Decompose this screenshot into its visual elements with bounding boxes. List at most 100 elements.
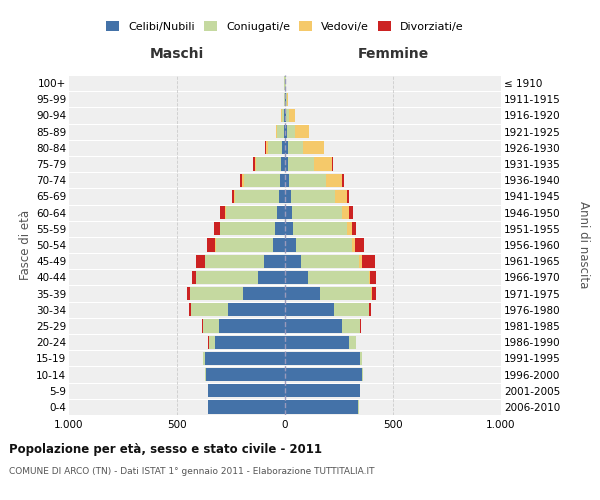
Bar: [253, 158, 254, 170]
Bar: [285, 238, 296, 252]
Bar: [314, 158, 332, 170]
Bar: [287, 92, 288, 106]
Bar: [285, 352, 359, 365]
Bar: [207, 238, 215, 252]
Bar: [347, 190, 349, 203]
Bar: [342, 320, 360, 332]
Bar: [285, 368, 362, 381]
Bar: [285, 190, 291, 203]
Bar: [349, 336, 356, 349]
Bar: [235, 190, 278, 203]
Bar: [258, 270, 285, 284]
Bar: [352, 222, 356, 235]
Bar: [244, 174, 280, 187]
Bar: [265, 254, 285, 268]
Bar: [206, 368, 285, 381]
Bar: [295, 125, 309, 138]
Bar: [301, 254, 359, 268]
Bar: [205, 254, 265, 268]
Bar: [370, 270, 376, 284]
Bar: [280, 174, 285, 187]
Bar: [205, 352, 285, 365]
Text: Popolazione per età, sesso e stato civile - 2011: Popolazione per età, sesso e stato civil…: [9, 442, 322, 456]
Bar: [266, 141, 268, 154]
Bar: [215, 336, 285, 349]
Bar: [226, 206, 277, 220]
Bar: [285, 109, 286, 122]
Bar: [268, 141, 283, 154]
Bar: [292, 206, 342, 220]
Bar: [335, 190, 347, 203]
Bar: [240, 174, 242, 187]
Bar: [362, 254, 374, 268]
Bar: [285, 400, 358, 413]
Bar: [214, 222, 220, 235]
Bar: [320, 287, 371, 300]
Bar: [352, 238, 355, 252]
Bar: [196, 254, 205, 268]
Bar: [242, 174, 244, 187]
Bar: [285, 222, 293, 235]
Bar: [342, 174, 344, 187]
Bar: [291, 190, 335, 203]
Text: COMUNE DI ARCO (TN) - Dati ISTAT 1° gennaio 2011 - Elaborazione TUTTITALIA.IT: COMUNE DI ARCO (TN) - Dati ISTAT 1° genn…: [9, 468, 374, 476]
Bar: [273, 238, 285, 252]
Bar: [371, 287, 372, 300]
Bar: [276, 125, 277, 138]
Bar: [296, 238, 352, 252]
Bar: [369, 303, 371, 316]
Bar: [278, 190, 285, 203]
Bar: [275, 222, 285, 235]
Bar: [234, 190, 235, 203]
Bar: [285, 158, 289, 170]
Bar: [285, 125, 287, 138]
Bar: [286, 109, 289, 122]
Bar: [285, 174, 289, 187]
Bar: [342, 206, 349, 220]
Bar: [326, 174, 342, 187]
Bar: [256, 158, 281, 170]
Bar: [303, 141, 323, 154]
Bar: [232, 190, 234, 203]
Legend: Celibi/Nubili, Coniugati/e, Vedovi/e, Divorziati/e: Celibi/Nubili, Coniugati/e, Vedovi/e, Di…: [106, 21, 464, 32]
Bar: [285, 320, 342, 332]
Bar: [209, 336, 215, 349]
Bar: [372, 287, 376, 300]
Bar: [359, 352, 362, 365]
Bar: [284, 109, 285, 122]
Bar: [285, 384, 359, 398]
Bar: [196, 270, 258, 284]
Bar: [287, 125, 295, 138]
Bar: [220, 206, 225, 220]
Bar: [254, 158, 256, 170]
Bar: [281, 109, 284, 122]
Bar: [277, 206, 285, 220]
Bar: [202, 320, 203, 332]
Bar: [277, 125, 284, 138]
Bar: [208, 384, 285, 398]
Bar: [191, 303, 228, 316]
Bar: [323, 141, 325, 154]
Bar: [285, 270, 308, 284]
Bar: [349, 206, 353, 220]
Text: Femmine: Femmine: [358, 48, 428, 62]
Bar: [285, 254, 301, 268]
Bar: [360, 320, 361, 332]
Bar: [289, 174, 326, 187]
Bar: [283, 141, 285, 154]
Bar: [293, 222, 347, 235]
Bar: [285, 141, 287, 154]
Bar: [219, 320, 285, 332]
Y-axis label: Anni di nascita: Anni di nascita: [577, 202, 590, 288]
Bar: [289, 158, 314, 170]
Bar: [285, 206, 292, 220]
Bar: [285, 336, 349, 349]
Bar: [285, 303, 334, 316]
Bar: [285, 287, 320, 300]
Y-axis label: Fasce di età: Fasce di età: [19, 210, 32, 280]
Bar: [187, 287, 190, 300]
Bar: [281, 158, 285, 170]
Bar: [289, 109, 295, 122]
Bar: [220, 222, 275, 235]
Bar: [208, 400, 285, 413]
